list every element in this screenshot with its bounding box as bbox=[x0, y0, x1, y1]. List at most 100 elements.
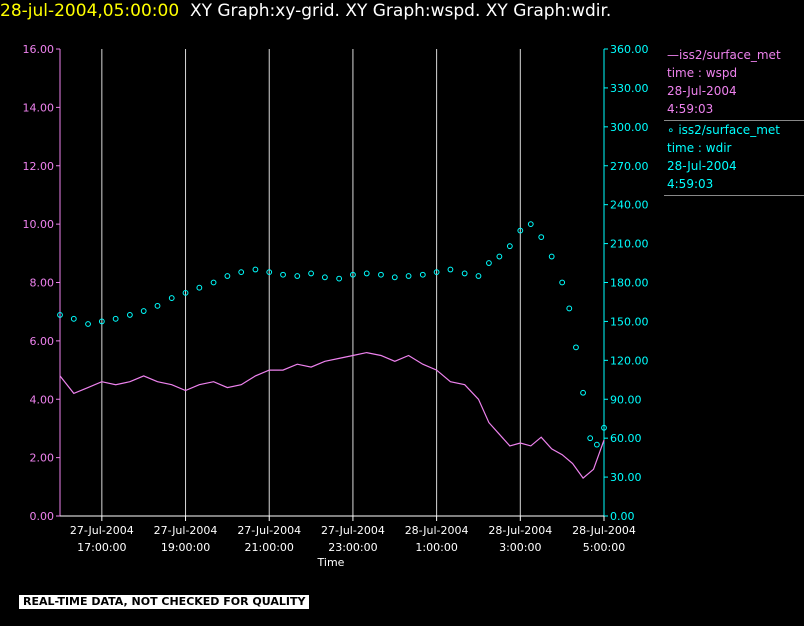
legend-wdir-date: 28-Jul-2004 bbox=[667, 159, 737, 173]
right-tick-label-9: 270.00 bbox=[610, 160, 649, 173]
wdir-point bbox=[252, 266, 259, 273]
x-tick-date-4: 28-Jul-2004 bbox=[405, 524, 469, 537]
wdir-point bbox=[112, 315, 119, 322]
wdir-point bbox=[391, 274, 398, 281]
wdir-point bbox=[224, 273, 231, 279]
tick-labels: 0.00 2.00 4.00 6.00 8.00 10.00 12.00 14.00 16.00… bbox=[23, 43, 649, 569]
wdir-point bbox=[378, 271, 384, 278]
wdir-point bbox=[475, 273, 482, 279]
legend-wdir-time: 4:59:03 bbox=[667, 177, 714, 191]
legend-wspd-variable: time : wspd bbox=[667, 66, 738, 80]
wdir-point bbox=[527, 221, 534, 228]
x-tick-time-0: 17:00:00 bbox=[77, 541, 126, 554]
wdir-point bbox=[70, 315, 77, 322]
right-tick-label-10: 300.00 bbox=[610, 121, 649, 134]
wdir-point bbox=[506, 243, 513, 250]
wdir-point bbox=[433, 269, 440, 276]
wdir-point bbox=[196, 284, 203, 291]
wdir-point bbox=[210, 279, 217, 286]
wdir-point bbox=[98, 318, 105, 325]
wdir-point bbox=[168, 295, 175, 301]
right-tick-label-1: 30.00 bbox=[610, 471, 642, 484]
x-tick-time-2: 21:00:00 bbox=[245, 541, 294, 554]
x-tick-date-5: 28-Jul-2004 bbox=[488, 524, 552, 537]
left-tick-label-8: 16.00 bbox=[23, 43, 55, 56]
left-tick-label-5: 10.00 bbox=[23, 218, 55, 231]
quality-disclaimer: REAL-TIME DATA, NOT CHECKED FOR QUALITY bbox=[19, 595, 310, 609]
x-tick-time-3: 23:00:00 bbox=[328, 541, 377, 554]
wdir-point bbox=[461, 270, 468, 277]
wdir-point bbox=[321, 274, 328, 281]
wdir-series bbox=[57, 221, 607, 448]
x-tick-date-3: 27-Jul-2004 bbox=[321, 524, 385, 537]
right-tick-label-2: 60.00 bbox=[610, 432, 642, 445]
wdir-point bbox=[140, 308, 147, 314]
right-tick-label-12: 360.00 bbox=[610, 43, 649, 56]
left-tick-label-1: 2.00 bbox=[30, 452, 55, 465]
chart-title-bar: 28-jul-2004,05:00:00 XY Graph:xy-grid. X… bbox=[0, 0, 611, 26]
right-tick-label-0: 0.00 bbox=[610, 510, 635, 523]
left-tick-label-2: 4.00 bbox=[30, 393, 55, 406]
right-tick-label-3: 90.00 bbox=[610, 393, 642, 406]
wdir-point bbox=[238, 269, 245, 276]
wdir-point bbox=[154, 302, 161, 309]
x-tick-time-1: 19:00:00 bbox=[161, 541, 210, 554]
legend-wspd-date: 28-Jul-2004 bbox=[667, 84, 737, 98]
wdir-point bbox=[559, 279, 566, 286]
wdir-point bbox=[447, 266, 454, 273]
legend-wdir-source: ∘ iss2/surface_met bbox=[667, 123, 780, 137]
wdir-point bbox=[593, 441, 600, 448]
x-tick-date-0: 27-Jul-2004 bbox=[70, 524, 134, 537]
x-tick-time-6: 5:00:00 bbox=[583, 541, 625, 554]
grid-lines bbox=[101, 49, 605, 516]
right-tick-label-7: 210.00 bbox=[610, 238, 649, 251]
legend-wspd-time: 4:59:03 bbox=[667, 102, 714, 116]
wdir-point bbox=[85, 321, 91, 327]
x-axis-label: Time bbox=[317, 556, 345, 569]
left-tick-label-0: 0.00 bbox=[30, 510, 55, 523]
wdir-point bbox=[363, 270, 370, 277]
wdir-point bbox=[308, 270, 314, 277]
wdir-point bbox=[573, 344, 579, 351]
wdir-point bbox=[350, 271, 356, 278]
wdir-point bbox=[517, 227, 524, 234]
wdir-point bbox=[580, 389, 586, 396]
wdir-point bbox=[601, 424, 607, 431]
right-tick-label-4: 120.00 bbox=[610, 354, 649, 367]
left-tick-label-4: 8.00 bbox=[30, 277, 55, 290]
right-tick-label-5: 150.00 bbox=[610, 315, 649, 328]
x-tick-time-4: 1:00:00 bbox=[415, 541, 457, 554]
wdir-point bbox=[538, 234, 545, 240]
right-tick-label-11: 330.00 bbox=[610, 82, 649, 95]
wdir-point bbox=[548, 253, 555, 260]
wdir-point bbox=[419, 271, 426, 278]
wdir-point bbox=[294, 273, 301, 279]
left-tick-label-6: 12.00 bbox=[23, 160, 55, 173]
x-tick-time-5: 3:00:00 bbox=[499, 541, 541, 554]
wdir-point bbox=[126, 312, 133, 318]
wdir-point bbox=[486, 260, 492, 266]
legend-wspd-source: —iss2/surface_met bbox=[667, 48, 781, 62]
graph-title: XY Graph:xy-grid. XY Graph:wspd. XY Grap… bbox=[189, 1, 612, 21]
timestamp: 28-jul-2004,05:00:00 bbox=[0, 1, 180, 21]
wdir-point bbox=[566, 305, 573, 312]
wdir-point bbox=[336, 275, 343, 282]
wspd-series bbox=[59, 351, 605, 479]
legend-entry-wspd[interactable]: —iss2/surface_met time : wspd 28-Jul-200… bbox=[664, 46, 804, 121]
axes bbox=[56, 48, 608, 521]
wspd-line bbox=[59, 351, 605, 479]
right-tick-label-8: 240.00 bbox=[610, 199, 649, 212]
legend-wdir-variable: time : wdir bbox=[667, 141, 732, 155]
right-tick-label-6: 180.00 bbox=[610, 277, 649, 290]
wdir-point bbox=[182, 289, 189, 296]
x-tick-date-1: 27-Jul-2004 bbox=[154, 524, 218, 537]
wdir-point bbox=[57, 312, 63, 318]
x-tick-date-6: 28-Jul-2004 bbox=[572, 524, 636, 537]
left-tick-label-7: 14.00 bbox=[23, 101, 55, 114]
wdir-point bbox=[280, 271, 286, 278]
legend-entry-wdir[interactable]: ∘ iss2/surface_met time : wdir 28-Jul-20… bbox=[664, 121, 804, 196]
wdir-point bbox=[587, 435, 594, 442]
wdir-point bbox=[496, 253, 503, 260]
wdir-point bbox=[266, 269, 273, 276]
